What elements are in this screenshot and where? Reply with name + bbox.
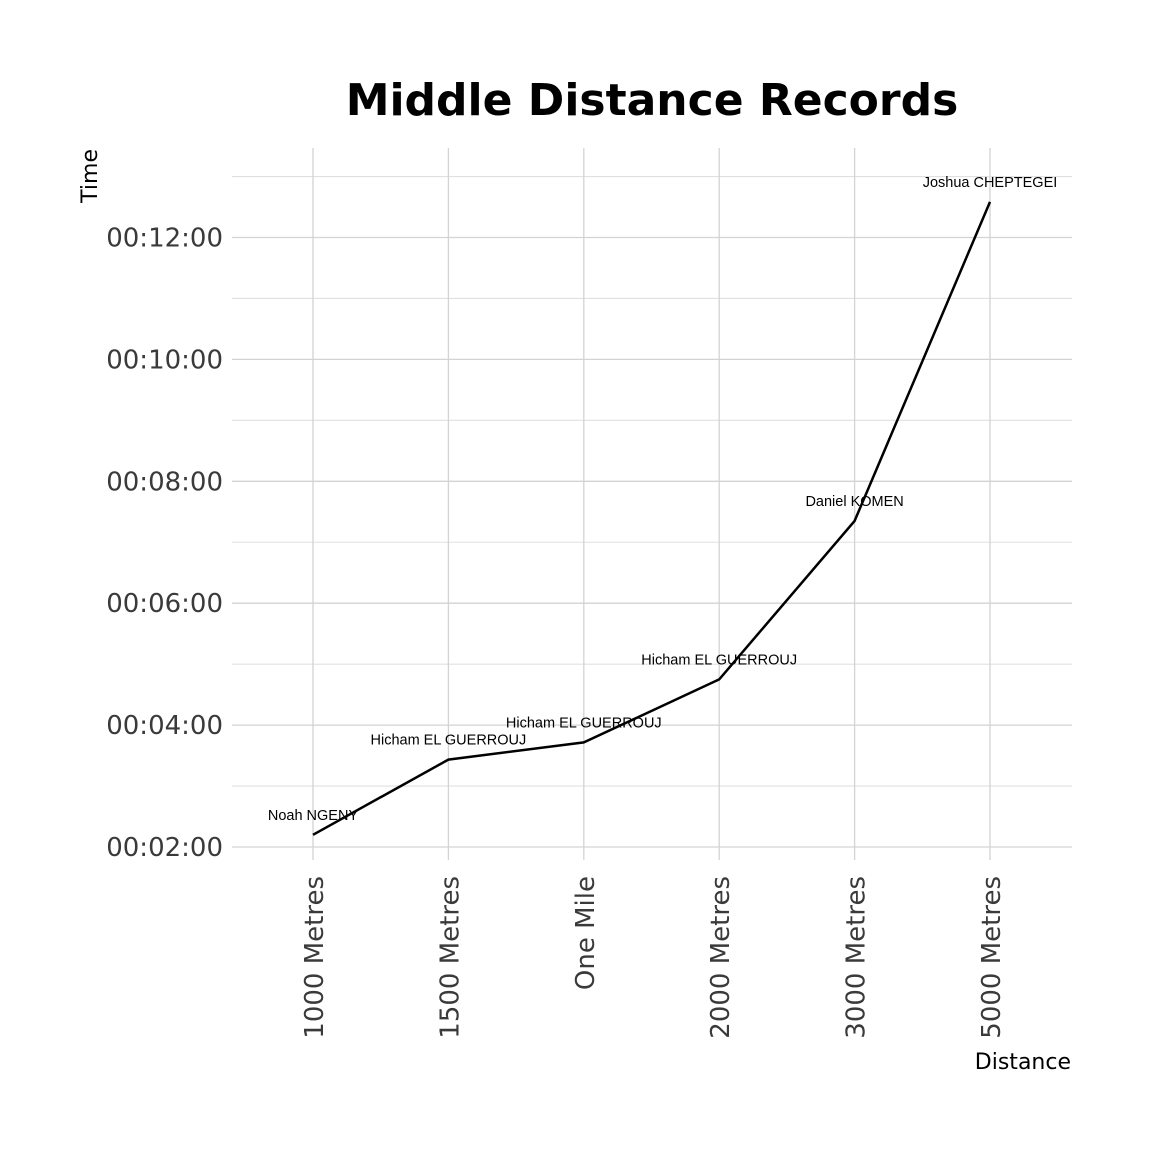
point-label: Hicham EL GUERROUJ bbox=[506, 715, 662, 731]
y-tick-label: 00:08:00 bbox=[106, 467, 223, 497]
y-tick-label: 00:06:00 bbox=[106, 589, 223, 619]
series-line bbox=[312, 201, 992, 836]
point-label: Noah NGENY bbox=[268, 808, 359, 824]
point-label: Hicham EL GUERROUJ bbox=[371, 733, 527, 749]
point-labels: Noah NGENY Hicham EL GUERROUJ Hicham EL GU… bbox=[268, 175, 1057, 824]
x-tick-label: 3000 Metres bbox=[842, 876, 872, 1039]
y-tick-label: 00:10:00 bbox=[106, 345, 223, 375]
x-tick-label: 1500 Metres bbox=[435, 876, 465, 1039]
major-gridlines bbox=[232, 148, 1072, 860]
minor-gridlines bbox=[232, 176, 1072, 787]
x-tick-label: 2000 Metres bbox=[706, 876, 736, 1039]
chart-title: Middle Distance Records bbox=[346, 75, 959, 126]
x-axis-title: Distance bbox=[975, 1050, 1071, 1075]
x-tick-label: 1000 Metres bbox=[300, 876, 330, 1039]
y-axis-title: Time bbox=[78, 149, 103, 204]
x-axis-tick-labels: 1000 Metres 1500 Metres One Mile 2000 Metre… bbox=[300, 876, 1007, 1039]
y-axis-tick-labels: 00:02:00 00:04:00 00:06:00 00:08:00 00:10:00… bbox=[106, 224, 223, 864]
y-tick-label: 00:12:00 bbox=[106, 224, 223, 254]
point-label: Hicham EL GUERROUJ bbox=[641, 652, 797, 668]
point-label: Daniel KOMEN bbox=[805, 494, 903, 510]
y-tick-label: 00:04:00 bbox=[106, 711, 223, 741]
y-tick-label: 00:02:00 bbox=[106, 833, 223, 863]
point-label: Joshua CHEPTEGEI bbox=[923, 175, 1058, 191]
x-tick-label: 5000 Metres bbox=[977, 876, 1007, 1039]
x-tick-label: One Mile bbox=[571, 876, 601, 990]
